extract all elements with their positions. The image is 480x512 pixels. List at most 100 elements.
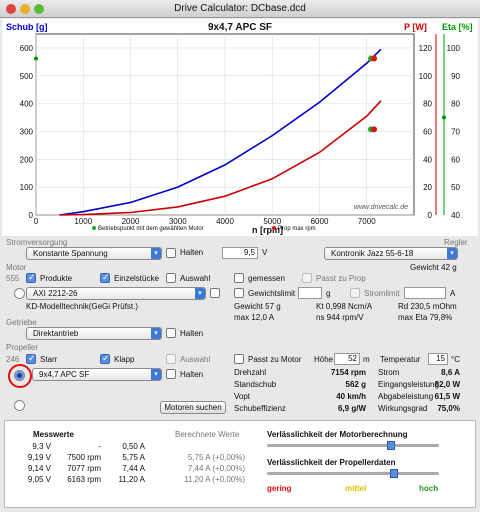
vopt-value: 40 km/h [336, 392, 366, 401]
y-left-tick-label: 200 [20, 155, 34, 164]
passt-zu-prop-checkbox[interactable] [302, 273, 312, 283]
x-tick-label: 0 [34, 217, 39, 226]
eta-marker [442, 115, 446, 120]
y-left-tick-label: 600 [20, 44, 34, 53]
halten-supply-checkbox[interactable] [166, 248, 176, 258]
controller-select[interactable]: Kontronik Jazz 55-6-18 ▾ [324, 247, 458, 260]
legend-prop-dot [272, 226, 276, 230]
auswahl-motor-checkbox[interactable] [166, 273, 176, 283]
row-rpm: 6163 rpm [67, 475, 101, 484]
gearbox-select[interactable]: Direktantrieb ▾ [26, 327, 162, 340]
motor-select[interactable]: AXI 2212-26 ▾ [26, 287, 206, 300]
x-tick-label: 1000 [74, 217, 92, 226]
klapp-label: Klapp [114, 355, 135, 364]
hoehe-unit: m [363, 355, 370, 364]
table-row: 9,14 V 7077 rpm 7,44 A 7,44 A (+0,00%) [15, 464, 245, 475]
propeller-radio[interactable] [14, 370, 25, 381]
y-p-tick-label: 20 [423, 183, 432, 192]
measurement-table: 9,3 V - 0,50 A 9,19 V 7500 rpm 5,75 A 5,… [15, 442, 245, 504]
halten-prop-label: Halten [180, 370, 204, 379]
reliability-low-label: gering [267, 484, 292, 493]
motor-value: AXI 2212-26 [33, 289, 78, 298]
motoren-suchen-button[interactable]: Motoren suchen [160, 401, 226, 414]
berechnete-header: Berechnete Werte [175, 430, 240, 439]
chevron-down-icon: ▾ [151, 328, 161, 339]
klapp-checkbox[interactable] [100, 353, 110, 364]
y-left-axis-label: Schub [g] [6, 22, 48, 32]
strom-label: Strom [378, 368, 400, 377]
row-rpm: - [98, 442, 101, 451]
power-supply-value: Konstante Spannung [33, 249, 108, 258]
drehzahl-value: 7154 rpm [330, 368, 366, 377]
y-eta-tick-label: 90 [451, 72, 460, 81]
x-tick-label: 4000 [216, 217, 234, 226]
zoom-icon[interactable] [34, 4, 44, 14]
minimize-icon[interactable] [20, 4, 30, 14]
passt-zu-motor-checkbox[interactable] [234, 354, 244, 364]
prop-max-point-thrust [371, 55, 378, 62]
measurement-panel: Messwerte Berechnete Werte 9,3 V - 0,50 … [4, 420, 476, 508]
window-title: Drive Calculator: DCbase.dcd [174, 3, 306, 14]
row-current: 11,20 A [118, 475, 145, 484]
y-p-tick-label: 0 [428, 211, 433, 220]
abgabeleistung-label: Abgabeleistung [378, 392, 434, 401]
halten-motor-checkbox[interactable] [210, 288, 220, 298]
propeller-radio-2[interactable] [14, 400, 25, 411]
starr-checkbox[interactable] [26, 353, 36, 364]
gemessen-label: gemessen [248, 274, 285, 283]
stromversorgung-label: Stromversorgung [6, 238, 68, 247]
row-calc: 7,44 A (+0,00%) [187, 464, 245, 473]
row-voltage: 9,14 V [27, 464, 51, 473]
auswahl-prop-checkbox[interactable] [166, 354, 176, 364]
power-supply-select[interactable]: Konstante Spannung ▾ [26, 247, 162, 260]
einzelstuecke-label: Einzelstücke [114, 274, 159, 283]
produkte-checkbox[interactable] [26, 272, 36, 283]
gewichtslimit-unit: g [326, 289, 331, 298]
x-tick-label: 6000 [311, 217, 329, 226]
einzelstuecke-checkbox[interactable] [100, 272, 110, 283]
prop-reliability-thumb[interactable] [390, 469, 399, 478]
temperatur-field[interactable]: 15 [428, 353, 448, 365]
passt-zu-motor-label: Passt zu Motor [248, 355, 302, 364]
row-calc: 11,20 A (+0,00%) [183, 475, 245, 484]
gewichtslimit-checkbox[interactable] [234, 288, 244, 298]
auswahl-prop-label: Auswahl [180, 355, 211, 364]
row-rpm: 7077 rpm [67, 464, 101, 473]
hoehe-field[interactable]: 52 [334, 353, 360, 365]
controller-value: Kontronik Jazz 55-6-18 [331, 249, 414, 258]
halten-gearbox-checkbox[interactable] [166, 328, 176, 338]
motor-weight: Gewicht 57 g [234, 302, 281, 311]
propeller-select[interactable]: 9x4,7 APC SF ▾ [32, 368, 162, 381]
x-tick-label: 5000 [263, 217, 281, 226]
stromlimit-field[interactable] [404, 287, 446, 299]
gemessen-checkbox[interactable] [234, 273, 244, 283]
y-eta-tick-label: 70 [451, 127, 460, 136]
temperatur-label: Temperatur [380, 355, 421, 364]
power-curve [59, 100, 382, 216]
prop-max-point-power [371, 126, 378, 133]
halten-prop-checkbox[interactable] [166, 369, 176, 379]
voltage-field[interactable]: 9,5 [222, 247, 258, 259]
motor-reliability-slider[interactable] [267, 444, 439, 447]
motor-radio[interactable] [14, 288, 25, 299]
schubeffizienz-value: 6,9 g/W [337, 404, 366, 413]
abgabeleistung-value: 61,5 W [434, 392, 460, 401]
row-current: 7,44 A [122, 464, 145, 473]
motor-reliability-thumb[interactable] [386, 441, 395, 450]
y-p-tick-label: 100 [419, 72, 433, 81]
motor-max-eta: max Eta 79,8% [398, 313, 453, 322]
reliability-mid-label: mittel [345, 484, 367, 493]
gewichtslimit-field[interactable] [298, 287, 322, 299]
drehzahl-label: Drehzahl [234, 368, 267, 377]
chevron-down-icon: ▾ [447, 248, 457, 259]
y-eta-tick-label: 80 [451, 100, 460, 109]
thrust-curve [59, 48, 382, 216]
gewichtslimit-label: Gewichtslimit [248, 289, 296, 298]
motor-kt: Kt 0,998 Ncm/A [316, 302, 373, 311]
halten-gearbox-label: Halten [180, 329, 204, 338]
close-icon[interactable] [6, 4, 16, 14]
reliability-high-label: hoch [419, 484, 439, 493]
prop-reliability-slider[interactable] [267, 472, 439, 475]
legend-op-label: Betriebspunkt mit dem gewählten Motor [98, 226, 204, 232]
stromlimit-checkbox[interactable] [350, 288, 360, 298]
